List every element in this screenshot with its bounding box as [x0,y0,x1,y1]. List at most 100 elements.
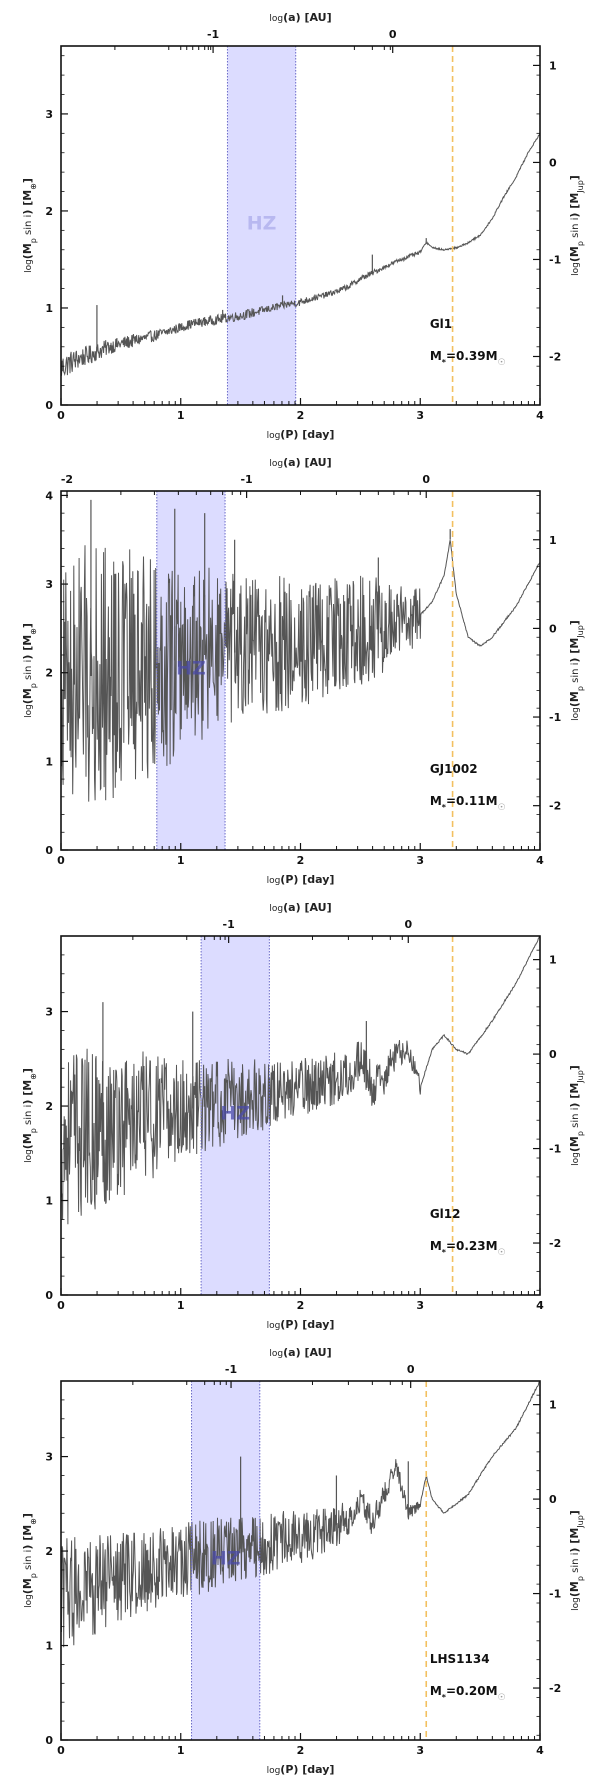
y-axis-label-part-3: sin [23,1552,34,1573]
x2-axis-label-part-0: log [269,14,283,24]
x-tick-label: 1 [177,409,185,422]
y-axis-label-part-6: ⊕ [29,1518,38,1525]
y2-axis-label-part-1: (M [568,1136,581,1152]
y-tick-label: 0 [45,844,53,857]
y-tick-label: 2 [45,1545,53,1558]
x2-axis-label-part-0: log [269,904,283,914]
y-tick-label: 1 [45,1640,53,1653]
y-axis-label-part-5: ) [M [21,1525,34,1550]
y2-axis-label-part-1: (M [568,1581,581,1597]
detection-limit-curve [61,936,540,1225]
star-mass-subscript: * [442,358,447,367]
y2-axis-label-part-6: Jup [576,180,585,194]
y-axis-label-part-4: i [23,1105,34,1108]
y2-axis-label-part-3: sin [570,1110,581,1131]
y-axis-label-part-4: i [23,1550,34,1553]
y2-tick-label: -2 [549,350,561,363]
y-axis-label-part-1: (M [21,688,34,704]
y-axis-label-part-5: ) [M [21,190,34,215]
x2-tick-label: 0 [422,473,430,486]
x-axis-label-part-2: [day] [298,1763,334,1776]
y-axis-label-part-2: p [29,1128,38,1133]
y2-tick-label: 1 [549,954,557,967]
y2-axis-label-part-0: log [571,707,581,721]
habitable-zone-label: HZ [247,213,277,235]
y2-axis-label: log(Mp sin i) [MJup] [568,175,585,276]
y2-tick-label: 0 [549,156,557,169]
x2-tick-label: -1 [225,1363,237,1376]
x-axis-label: log(P) [day] [267,1318,335,1331]
y-axis-label-part-4: i [23,660,34,663]
x-axis-label-part-2: [day] [298,428,334,441]
habitable-zone-label: HZ [211,1548,241,1570]
star-mass-label: M*=0.39M☉ [430,349,506,368]
y2-axis-label-part-4: i [570,218,581,221]
x-tick-label: 4 [536,854,544,867]
detection-limit-curve [61,1381,540,1648]
y2-tick-label: 0 [549,1493,557,1506]
x-tick-label: 0 [57,854,65,867]
y-axis-label-part-0: log [24,1594,34,1608]
x2-axis-label-part-2: [AU] [301,11,332,24]
x2-tick-label: 0 [407,1363,415,1376]
sun-symbol: ☉ [498,803,506,813]
y2-axis-label: log(Mp sin i) [MJup] [568,1065,585,1166]
y2-axis-label-part-4: i [570,1108,581,1111]
star-mass-symbol: M [430,1684,442,1698]
x-tick-label: 2 [297,409,305,422]
x-tick-label: 1 [177,854,185,867]
y2-axis-label-part-1: (M [568,691,581,707]
x-axis-label-part-1: (P) [280,1763,298,1776]
habitable-zone-label: HZ [176,658,206,680]
x2-axis-label-part-1: (a) [283,11,300,24]
x-axis-label-part-1: (P) [280,1318,298,1331]
sun-symbol: ☉ [498,358,506,368]
x-tick-label: 3 [416,409,424,422]
x-tick-label: 3 [416,1744,424,1757]
y-axis-label-part-0: log [24,259,34,273]
y2-axis-label-part-5: ) [M [568,193,581,218]
x2-axis-label-part-0: log [269,1349,283,1359]
x2-axis-label: log(a) [AU] [269,901,331,914]
y2-axis-label-part-0: log [571,262,581,276]
y-axis-label-part-3: sin [23,1107,34,1128]
detection-limit-curve [61,540,540,802]
y-axis-label-part-2: p [29,683,38,688]
sun-symbol: ☉ [498,1693,506,1703]
x2-tick-label: -2 [61,473,73,486]
y2-tick-label: -1 [549,253,561,266]
y-tick-label: 0 [45,1289,53,1302]
y-axis-label-part-1: (M [21,1578,34,1594]
x2-tick-label: 0 [389,28,397,41]
y-axis-label-part-4: i [23,215,34,218]
y-axis-label-part-7: ] [21,1513,34,1518]
x2-axis-label-part-1: (a) [283,1346,300,1359]
sun-symbol: ☉ [498,1248,506,1258]
y2-axis-label-part-0: log [571,1597,581,1611]
x-axis-label-part-0: log [267,876,281,886]
y2-axis-label-part-4: i [570,663,581,666]
x-tick-label: 0 [57,409,65,422]
y-axis-label-part-7: ] [21,1068,34,1073]
star-mass-symbol: M [430,1239,442,1253]
star-mass-label: M*=0.20M☉ [430,1684,506,1703]
x-axis-label-part-0: log [267,1321,281,1331]
habitable-zone-band [227,46,296,405]
x-tick-label: 2 [297,1299,305,1312]
y2-tick-label: 0 [549,1048,557,1061]
y-axis-label-part-5: ) [M [21,635,34,660]
y2-axis-label-part-3: sin [570,665,581,686]
y-axis-label-part-3: sin [23,662,34,683]
y-axis-label: log(Mp sin i) [M⊕] [21,178,38,273]
x-axis-label-part-1: (P) [280,428,298,441]
x2-tick-label: -1 [207,28,219,41]
x2-tick-label: -1 [223,918,235,931]
y2-tick-label: -1 [549,711,561,724]
y2-axis-label-part-7: ] [568,1510,581,1515]
x-tick-label: 0 [57,1299,65,1312]
x-tick-label: 1 [177,1299,185,1312]
y-tick-label: 3 [45,108,53,121]
